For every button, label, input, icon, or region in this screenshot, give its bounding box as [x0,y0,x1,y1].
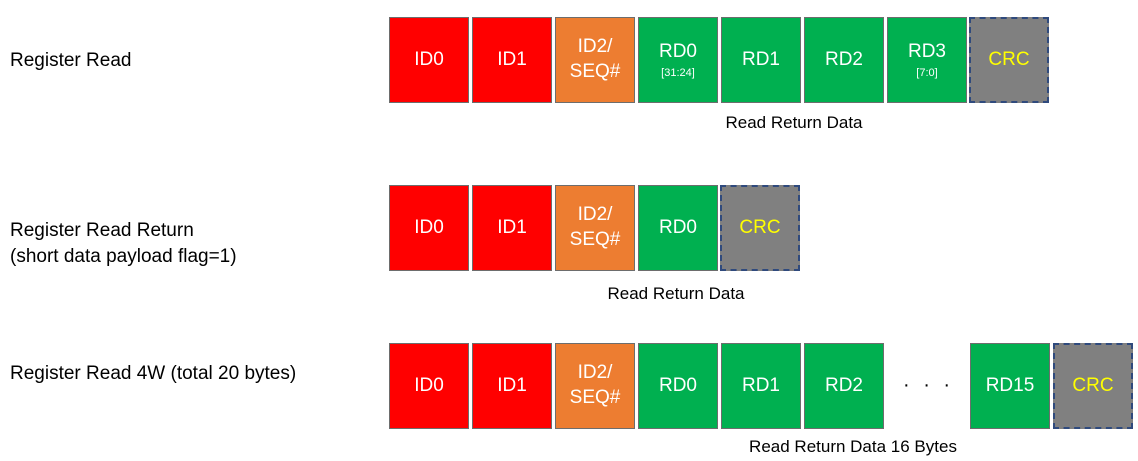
field-label: SEQ# [569,387,621,408]
field-label: SEQ# [569,61,621,82]
field-box-crc: CRC [1053,343,1133,429]
field-label: RD2 [824,374,863,396]
field-label: RD15 [985,374,1035,396]
field-label: CRC [739,216,781,238]
field-box-rd2: RD2 [804,17,884,103]
field-label: RD2 [824,48,863,70]
field-label: SEQ# [569,229,621,250]
row-label-register-read: Register Read [10,48,131,74]
field-label: ID1 [497,374,527,396]
field-box-rd1: RD1 [721,17,801,103]
field-box-rd0: RD0 [31:24] [638,17,718,103]
field-label: RD0 [658,41,697,63]
row-label-line: (short data payload flag=1) [10,245,237,267]
field-label: ID0 [414,374,444,396]
field-bit-range: [31:24] [661,66,695,79]
field-box-rd3: RD3 [7:0] [887,17,967,103]
row-label-register-read-4w: Register Read 4W (total 20 bytes) [10,361,296,387]
field-label: RD0 [658,216,697,238]
field-bit-range: [7:0] [916,66,938,79]
field-label: RD1 [741,48,780,70]
row-label-line: Register Read 4W (total 20 bytes) [10,363,297,384]
field-box-id0: ID0 [389,17,469,103]
row-label-line: Register Read [10,50,132,71]
row-label-register-read-return: Register Read Return (short data payload… [10,218,237,269]
read-return-data-16-bytes-caption: Read Return Data 16 Bytes [749,437,957,456]
field-box-id0: ID0 [389,185,469,271]
field-label: CRC [988,48,1030,70]
field-box-id0: ID0 [389,343,469,429]
read-return-data-caption: Read Return Data [725,113,863,132]
field-box-crc: CRC [969,17,1049,103]
field-label: ID0 [414,216,444,238]
field-label: RD3 [907,41,946,63]
row-label-line: Register Read Return [10,220,194,241]
field-label: ID1 [497,48,527,70]
field-box-id2-seq: ID2/SEQ# [555,17,635,103]
read-return-data-caption: Read Return Data [607,284,745,303]
field-box-crc: CRC [720,185,800,271]
field-label: ID2/ [577,362,613,384]
field-box-id2-seq: ID2/SEQ# [555,185,635,271]
field-box-rd2: RD2 [804,343,884,429]
field-box-rd1: RD1 [721,343,801,429]
field-box-id1: ID1 [472,185,552,271]
field-label: ID2/ [577,36,613,58]
field-label: CRC [1072,374,1114,396]
field-box-rd0: RD0 [638,343,718,429]
field-box-id1: ID1 [472,343,552,429]
field-label: ID1 [497,216,527,238]
field-box-rd15: RD15 [970,343,1050,429]
field-label: RD0 [658,374,697,396]
field-box-id2-seq: ID2/SEQ# [555,343,635,429]
field-label: ID2/ [577,204,613,226]
field-box-id1: ID1 [472,17,552,103]
ellipsis-gap: · · · [903,374,955,396]
field-label: ID0 [414,48,444,70]
field-box-rd0: RD0 [638,185,718,271]
field-label: RD1 [741,374,780,396]
